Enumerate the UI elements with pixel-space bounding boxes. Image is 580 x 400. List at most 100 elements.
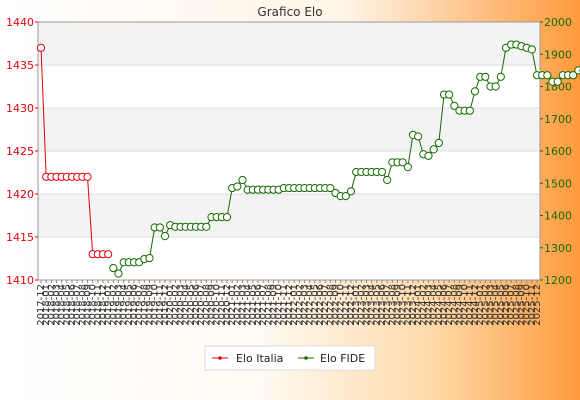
x-tick-label: 2024-01 [413, 284, 424, 326]
y-right-tick-label: 1900 [544, 48, 572, 61]
data-point-elo-fide [377, 167, 387, 177]
data-point-elo-fide [326, 183, 335, 193]
x-tick-label: 2022-06 [315, 284, 326, 326]
x-tick-label: 2024-05 [434, 284, 445, 326]
data-point-elo-fide [450, 101, 459, 110]
x-tick-label: 2020-12 [222, 284, 233, 326]
x-tick-label: 2018-09 [83, 284, 94, 326]
y-left-tick-label: 1430 [6, 102, 34, 115]
x-tick-label: 2021-05 [248, 284, 259, 326]
data-point-elo-fide [403, 163, 412, 172]
x-tick-label: 2025-01 [475, 284, 486, 326]
x-tick-label: 2018-07 [72, 284, 83, 326]
x-tick-label: 2024-07 [444, 284, 455, 326]
x-tick-label: 2025-05 [496, 284, 507, 326]
x-tick-label: 2018-02 [46, 284, 57, 326]
chart-title: Grafico Elo [257, 5, 322, 19]
data-point-elo-italia [104, 250, 113, 259]
data-point-elo-fide [445, 90, 454, 99]
x-tick-label: 2019-10 [150, 284, 161, 326]
y-left-tick-label: 1425 [6, 145, 34, 158]
x-tick-label: 2025-09 [517, 284, 528, 326]
x-tick-label: 2022-04 [305, 284, 316, 326]
x-tick-label: 2023-08 [387, 284, 398, 326]
x-tick-label: 2017-12 [36, 284, 47, 326]
legend-box [204, 345, 376, 371]
x-tick-label: 2020-05 [186, 284, 197, 326]
x-tick-label: 2021-03 [238, 284, 249, 326]
data-point-elo-fide [496, 72, 505, 81]
x-tick-label: 2019-06 [129, 284, 140, 326]
x-tick-label: 2025-12 [532, 284, 543, 326]
y-left-tick-label: 1440 [6, 16, 34, 29]
x-tick-label: 2022-12 [346, 284, 357, 326]
x-tick-label: 2021-12 [284, 284, 295, 326]
x-tick-label: 2019-02 [108, 284, 119, 326]
y-right-tick-label: 1700 [544, 113, 572, 126]
y-right-tick-label: 1500 [544, 177, 572, 190]
x-tick-label: 2024-06 [439, 284, 450, 326]
x-tick-label: 2018-11 [93, 284, 104, 326]
data-point-elo-fide [491, 82, 500, 91]
x-tick-label: 2021-07 [258, 284, 269, 326]
x-tick-label: 2020-02 [170, 284, 181, 326]
data-point-elo-fide [398, 158, 407, 167]
x-tick-label: 2024-11 [465, 284, 476, 326]
data-point-elo-fide [569, 71, 578, 80]
series-layer [36, 40, 580, 278]
plot-band [38, 65, 540, 108]
y-left-tick-label: 1420 [6, 188, 34, 201]
x-tick-label: 2019-04 [119, 284, 130, 326]
data-point-elo-fide [429, 145, 438, 154]
y-right-tick-label: 1300 [544, 242, 572, 255]
x-tick-label: 2025-11 [527, 284, 538, 326]
x-tick-label: 2019-07 [134, 284, 145, 326]
x-tick-label: 2020-08 [201, 284, 212, 326]
x-tick-label: 2020-06 [191, 284, 202, 326]
x-tick-label: 2022-03 [300, 284, 311, 326]
y-left-tick-label: 1415 [6, 231, 34, 244]
x-tick-label: 2022-10 [336, 284, 347, 326]
x-tick-label: 2019-01 [103, 284, 114, 326]
x-tick-label: 2025-03 [486, 284, 497, 326]
data-point-elo-fide [470, 87, 480, 96]
x-tick-label: 2025-04 [491, 284, 502, 326]
data-point-elo-fide [160, 232, 170, 241]
x-tick-label: 2024-08 [449, 284, 460, 326]
data-point-elo-fide [202, 222, 211, 231]
x-tick-label: 2018-12 [98, 284, 109, 326]
x-tick-label: 2023-02 [356, 284, 367, 326]
plot-band [38, 194, 540, 237]
x-tick-label: 2023-03 [362, 284, 373, 326]
x-tick-label: 2021-06 [253, 284, 264, 326]
x-tick-label: 2023-11 [403, 284, 414, 326]
x-tick-label: 2021-10 [274, 284, 285, 326]
x-tick-label: 2020-03 [176, 284, 187, 326]
x-axis: 2017-122018-012018-022018-032018-042018-… [36, 280, 543, 326]
x-tick-label: 2019-11 [155, 284, 166, 326]
data-point-elo-fide [155, 223, 164, 232]
data-point-elo-fide [543, 71, 552, 80]
data-point-elo-fide [346, 187, 356, 196]
x-tick-label: 2025-10 [522, 284, 533, 326]
x-tick-label: 2024-03 [424, 284, 435, 326]
x-tick-label: 2025-06 [501, 284, 512, 326]
y-right-tick-label: 2000 [544, 16, 572, 29]
x-tick-label: 2018-10 [88, 284, 99, 326]
x-tick-label: 2023-07 [382, 284, 393, 326]
y-right-tick-label: 1600 [544, 145, 572, 158]
x-tick-label: 2021-11 [279, 284, 290, 326]
x-tick-label: 2023-10 [398, 284, 409, 326]
data-point-elo-fide [114, 269, 123, 278]
data-point-elo-fide [465, 106, 474, 115]
title-bar [0, 0, 580, 22]
x-tick-label: 2021-08 [263, 284, 274, 326]
x-tick-label: 2021-01 [227, 284, 238, 326]
x-tick-label: 2022-02 [294, 284, 305, 326]
x-tick-label: 2024-12 [470, 284, 481, 326]
data-point-elo-italia [83, 172, 92, 181]
plot-band [38, 237, 540, 280]
x-tick-label: 2022-09 [331, 284, 342, 326]
